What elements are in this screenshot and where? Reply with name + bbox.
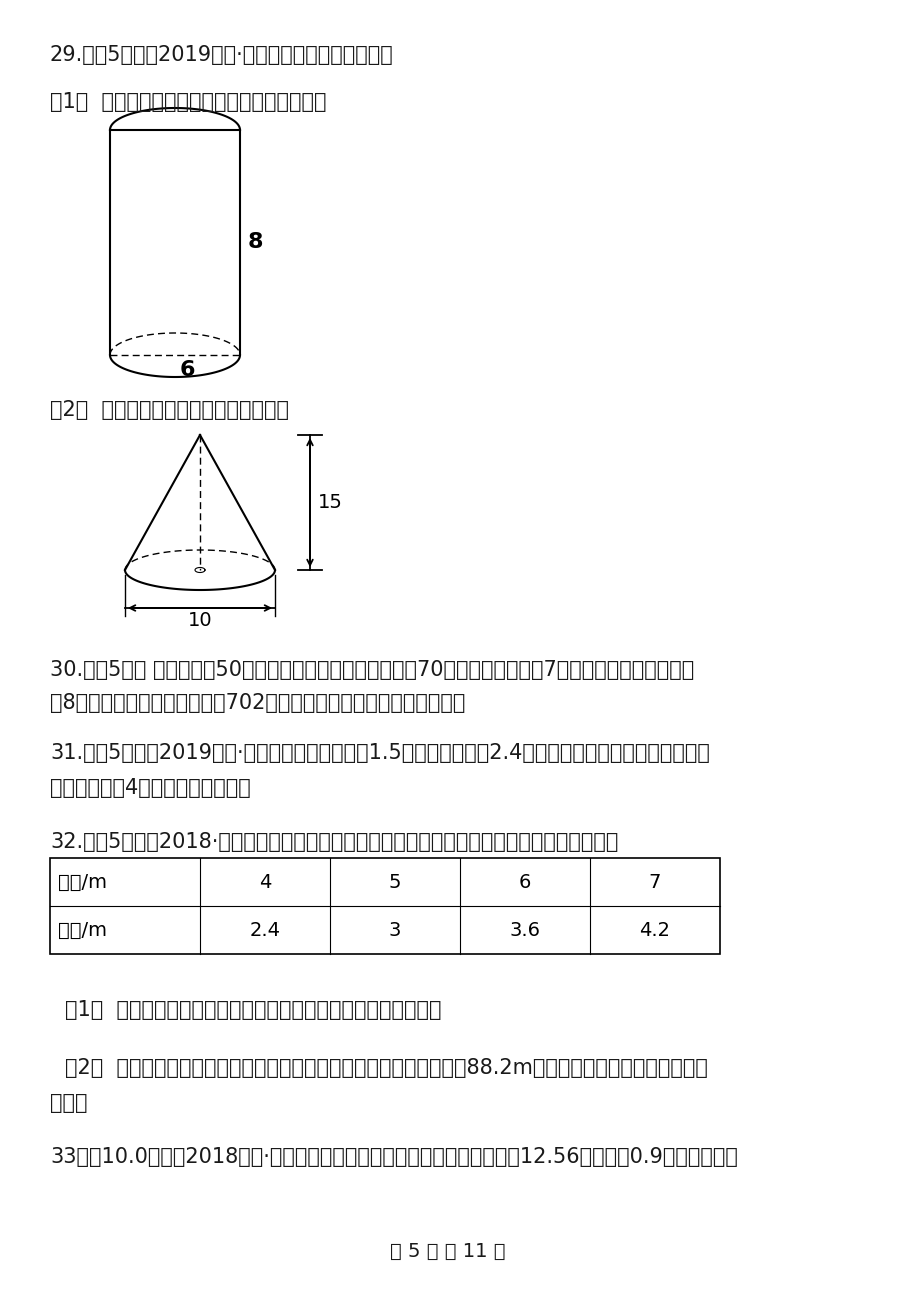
Text: 6: 6 [518,872,530,892]
Text: 3.6: 3.6 [509,921,540,940]
Text: 7: 7 [648,872,661,892]
Text: 30.　（5分） 商店以每件50元的价格购进一批衬衫，售价为70元，当卖到只剩下7件的时候，商店以原售价: 30. （5分） 商店以每件50元的价格购进一批衬衫，售价为70元，当卖到只剩下… [50,660,694,680]
Text: 29.　（5分）（2019六下·潘集期中）看图列式计算．: 29. （5分）（2019六下·潘集期中）看图列式计算． [50,46,393,65]
Bar [50,858,720,954]
Text: 33．（10.0分）（2018六下·贺州期中）一个圆锥形的小麦堆，底面周长是12.56米，高是0.9米，每立方米: 33．（10.0分）（2018六下·贺州期中）一个圆锥形的小麦堆，底面周长是12… [50,1147,737,1167]
Text: 5: 5 [389,872,401,892]
Text: 一棵树的影子4米，这棵树有多高？: 一棵树的影子4米，这棵树有多高？ [50,779,251,798]
Text: 15: 15 [318,493,343,512]
Text: （2）  如果在同一时间、同一地点，经测量，一座埃及金字塔的影长是88.2m，你能算出这座埃及金字塔的高: （2） 如果在同一时间、同一地点，经测量，一座埃及金字塔的影长是88.2m，你能… [65,1059,707,1078]
Text: 第 5 页 共 11 页: 第 5 页 共 11 页 [390,1242,505,1262]
Text: （1）  根据表中的数据，哪个量没有变？树高与影长成什么关系？: （1） 根据表中的数据，哪个量没有变？树高与影长成什么关系？ [65,1000,441,1019]
Text: 2.4: 2.4 [249,921,280,940]
Text: 3: 3 [389,921,401,940]
Text: 10: 10 [187,611,212,630]
Text: 32.　（5分）（2018·内乡）在同一时间、同一地点，测得不同的树的高度与影长如下表所示。: 32. （5分）（2018·内乡）在同一时间、同一地点，测得不同的树的高度与影长… [50,832,618,852]
Text: （2）  计算圆锥的体积．（单位：分米）: （2） 计算圆锥的体积．（单位：分米） [50,400,289,421]
Text: （1）  求如图图形体的表面积．（单位：厘米）: （1） 求如图图形体的表面积．（单位：厘米） [50,92,326,112]
Text: 6: 6 [180,359,196,380]
Text: 影长/m: 影长/m [58,921,107,940]
Text: 的8折售出，最后商店一共获利702元，那么商店一共进了多少件衬衫？: 的8折售出，最后商店一共获利702元，那么商店一共进了多少件衬衫？ [50,693,465,713]
Text: 8: 8 [248,233,263,253]
Text: 树高/m: 树高/m [58,872,107,892]
Text: 4: 4 [258,872,271,892]
Text: 31.　（5分）（2019六下·桂阳期中）小兰的身高1.5米，她的影长是2.4米．如果同一时间、同一地点测得: 31. （5分）（2019六下·桂阳期中）小兰的身高1.5米，她的影长是2.4米… [50,743,709,763]
Text: 度吗？: 度吗？ [50,1092,87,1113]
Text: 4.2: 4.2 [639,921,670,940]
